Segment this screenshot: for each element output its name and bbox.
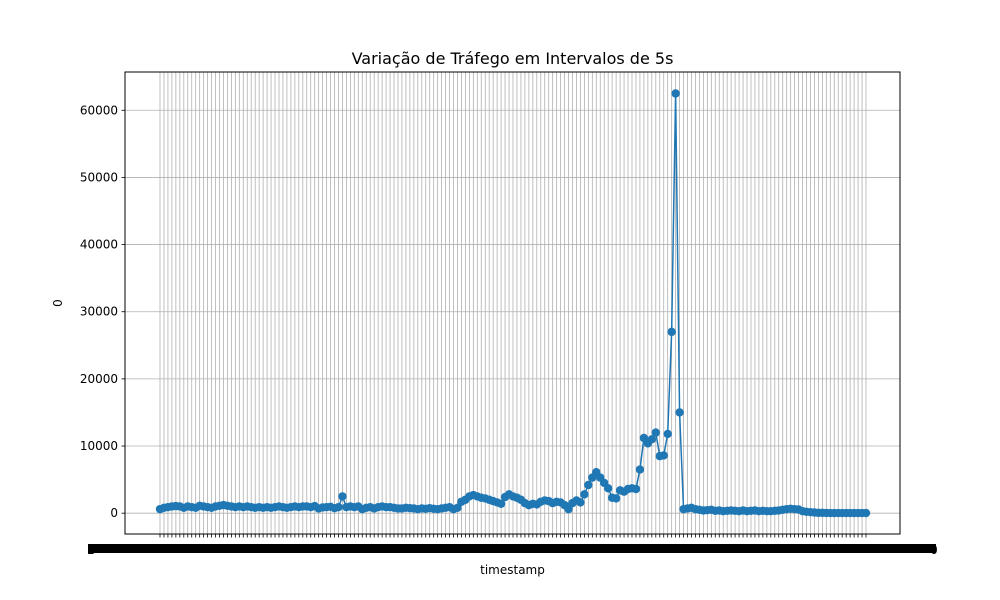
y-axis-label: 0: [51, 299, 65, 307]
data-point: [584, 480, 593, 490]
data-point: [564, 504, 573, 514]
plot-frame: [124, 71, 901, 535]
y-tick-label: 30000: [80, 305, 118, 319]
x-tick-label-first: 2: [87, 543, 95, 557]
y-axis-ticks: 0 10000 20000 30000 40000 50000 60000: [80, 103, 125, 520]
data-point: [651, 428, 660, 437]
data-point: [453, 503, 462, 513]
data-point: [334, 502, 343, 512]
y-tick-label: 60000: [80, 103, 118, 117]
data-point: [631, 484, 641, 494]
y-tick-label: 50000: [80, 170, 118, 184]
data-point: [861, 508, 871, 518]
data-point: [647, 435, 657, 444]
x-gridlines: [159, 72, 867, 534]
data-point: [667, 327, 676, 337]
x-tick-labels-band: [88, 544, 936, 553]
data-point: [580, 490, 589, 499]
y-gridlines: [125, 109, 900, 514]
data-point: [671, 89, 680, 98]
data-point: [603, 484, 613, 493]
data-point: [659, 451, 668, 460]
x-axis-label: timestamp: [480, 563, 545, 577]
y-tick-label: 40000: [80, 238, 118, 252]
series-markers: [155, 89, 871, 518]
y-tick-label: 0: [110, 506, 118, 520]
y-tick-label: 10000: [80, 439, 118, 453]
y-tick-label: 20000: [80, 372, 118, 386]
data-point: [496, 499, 506, 508]
data-point: [611, 494, 621, 503]
data-point: [576, 498, 585, 507]
chart-title: Variação de Tráfego em Intervalos de 5s: [352, 49, 674, 68]
data-point: [663, 429, 672, 439]
data-point: [675, 408, 684, 417]
x-tick-label-last: 0: [930, 543, 938, 557]
data-point: [338, 492, 347, 501]
x-axis-ticks: [88, 534, 936, 553]
data-point: [635, 465, 645, 474]
